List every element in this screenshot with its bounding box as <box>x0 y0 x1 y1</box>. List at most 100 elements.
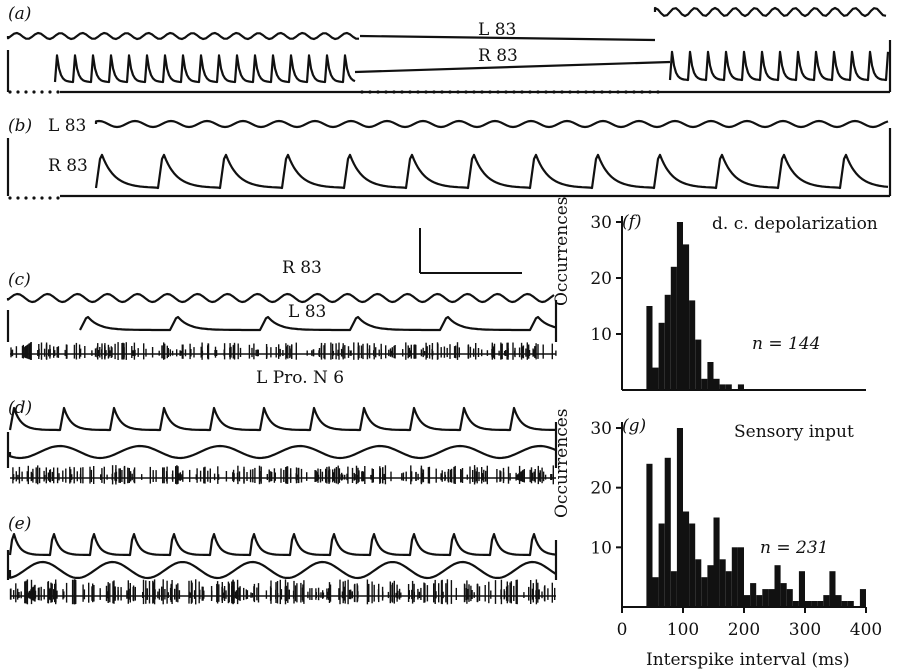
y-tick-label: 10 <box>590 538 612 558</box>
stimulus-dot <box>424 90 428 94</box>
histogram-bar <box>817 601 824 607</box>
stimulus-dot <box>512 90 516 94</box>
panel-a-bottom-label: R 83 <box>478 46 518 66</box>
y-tick-label: 30 <box>590 213 612 233</box>
histogram-bar <box>658 322 665 390</box>
histogram-bar <box>701 577 708 607</box>
stimulus-dot <box>24 90 28 94</box>
histogram-bar <box>725 384 732 390</box>
x-tick-label: 100 <box>667 620 699 640</box>
histogram-bar <box>725 571 732 607</box>
histogram-bar <box>780 583 787 607</box>
histogram-bar <box>762 589 769 607</box>
stimulus-dot <box>376 90 380 94</box>
histogram-bar <box>707 565 714 607</box>
stimulus-dot <box>472 90 476 94</box>
stimulus-dot <box>536 90 540 94</box>
histogram-bar <box>786 589 793 607</box>
panel-c-bottom-label: L 83 <box>288 302 327 322</box>
stimulus-dot <box>56 196 60 200</box>
panel-f-tag: (f) <box>622 212 642 232</box>
stimulus-dot <box>504 90 508 94</box>
trace-b-r83 <box>94 153 889 190</box>
stimulus-dot <box>24 196 28 200</box>
stimulus-dot <box>488 90 492 94</box>
stimulus-dot <box>8 196 12 200</box>
stimulus-dot <box>440 90 444 94</box>
histogram-bar <box>750 583 757 607</box>
histogram-bar <box>670 266 677 390</box>
panel-a-top-label: L 83 <box>478 20 517 40</box>
stimulus-dot <box>48 90 52 94</box>
stimulus-dot <box>608 90 612 94</box>
panel-b-top-label: L 83 <box>48 116 87 136</box>
trace-a-r83-flat <box>354 60 671 74</box>
panel-d-tag: (d) <box>8 398 33 418</box>
stimulus-dot <box>496 90 500 94</box>
histogram-bar <box>798 571 805 607</box>
histogram-bar <box>829 571 836 607</box>
panel-f-ylabel: Occurrences <box>552 196 572 307</box>
stimulus-dot <box>56 90 60 94</box>
stimulus-dot <box>632 90 636 94</box>
stimulus-dot <box>656 90 660 94</box>
trace-a-r83 <box>53 54 356 84</box>
panel-c-nerve-label: L Pro. N 6 <box>256 368 345 388</box>
stimulus-dot <box>520 90 524 94</box>
panel-e-tag: (e) <box>8 514 32 534</box>
histogram-bar <box>744 595 751 607</box>
stimulus-dot <box>408 90 412 94</box>
trace-a-r83-late <box>668 50 890 82</box>
panel-g-ylabel: Occurrences <box>552 408 572 519</box>
histogram-bar <box>646 463 653 607</box>
stimulus-dot <box>456 90 460 94</box>
stimulus-dot <box>552 90 556 94</box>
stimulus-dot <box>384 90 388 94</box>
histogram-bar <box>774 565 781 607</box>
histogram-bar <box>695 559 702 607</box>
y-tick-label: 20 <box>590 479 612 499</box>
panel-g-tag: (g) <box>622 416 647 436</box>
histogram-bar <box>646 306 653 390</box>
trace-a-l83-late <box>653 6 887 18</box>
trace-a-l83-flat <box>359 34 656 42</box>
trace-c-r83 <box>6 292 555 304</box>
panel-f-n: n = 144 <box>752 334 821 354</box>
histogram-bar <box>823 595 830 607</box>
trace-c-l83 <box>79 315 557 332</box>
trace-a-l83 <box>6 31 359 41</box>
stimulus-dot <box>592 90 596 94</box>
histogram-bar <box>859 589 866 607</box>
stimulus-dot <box>624 90 628 94</box>
histogram-bar <box>664 294 671 390</box>
stimulus-dot <box>40 90 44 94</box>
histogram-bar <box>689 300 696 390</box>
stimulus-dot <box>464 90 468 94</box>
histogram-bar <box>756 595 763 607</box>
histogram-bar <box>731 547 738 607</box>
trace-b-l83 <box>94 119 889 129</box>
y-tick-label: 20 <box>590 269 612 289</box>
panel-b-bottom-label: R 83 <box>48 156 88 176</box>
stimulus-dot <box>568 90 572 94</box>
trace-e-lower <box>8 560 557 580</box>
stimulus-dot <box>616 90 620 94</box>
histogram-bar <box>713 378 720 390</box>
stimulus-dot <box>432 90 436 94</box>
y-tick-label: 30 <box>590 419 612 439</box>
stimulus-dot <box>8 90 12 94</box>
trace-d-upper <box>8 406 556 432</box>
trace-e-upper <box>8 533 557 557</box>
histogram-bar <box>652 577 659 607</box>
histogram-bar <box>719 384 726 390</box>
histogram-bar <box>695 339 702 390</box>
stimulus-dot <box>480 90 484 94</box>
stimulus-dot <box>544 90 548 94</box>
panel-a-tag: (a) <box>8 4 32 24</box>
stimulus-dot <box>416 90 420 94</box>
stimulus-dot <box>448 90 452 94</box>
x-tick-label: 300 <box>789 620 821 640</box>
stimulus-dot <box>560 90 564 94</box>
histogram-bar <box>835 595 842 607</box>
